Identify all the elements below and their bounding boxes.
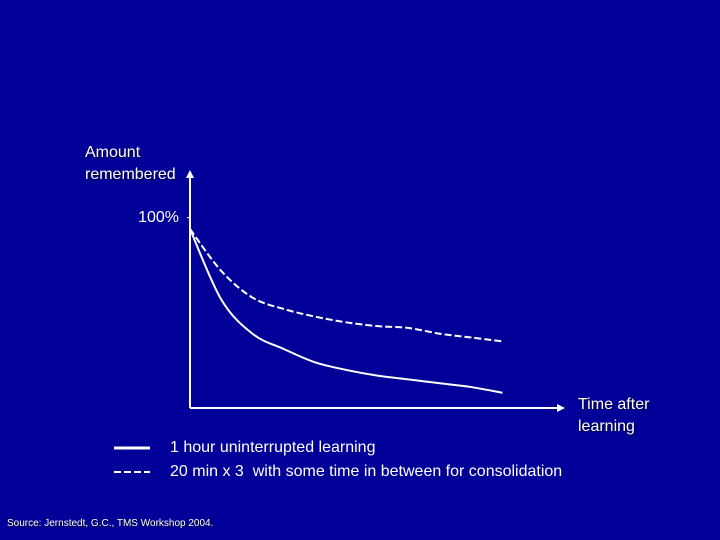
x-axis-arrow [557, 404, 565, 412]
legend-label: 1 hour uninterrupted learning [170, 439, 375, 456]
series-line [189, 228, 503, 394]
legend-label: 20 min x 3 with some time in between for… [170, 463, 562, 480]
source-note: Source: Jernstedt, G.C., TMS Workshop 20… [7, 518, 214, 529]
y-tick-label: 100% [138, 209, 179, 226]
y-axis-label: Amount remembered [85, 144, 176, 183]
x-axis-label: Time after learning [578, 396, 654, 435]
y-axis-arrow [186, 170, 194, 178]
series-line [189, 228, 503, 343]
